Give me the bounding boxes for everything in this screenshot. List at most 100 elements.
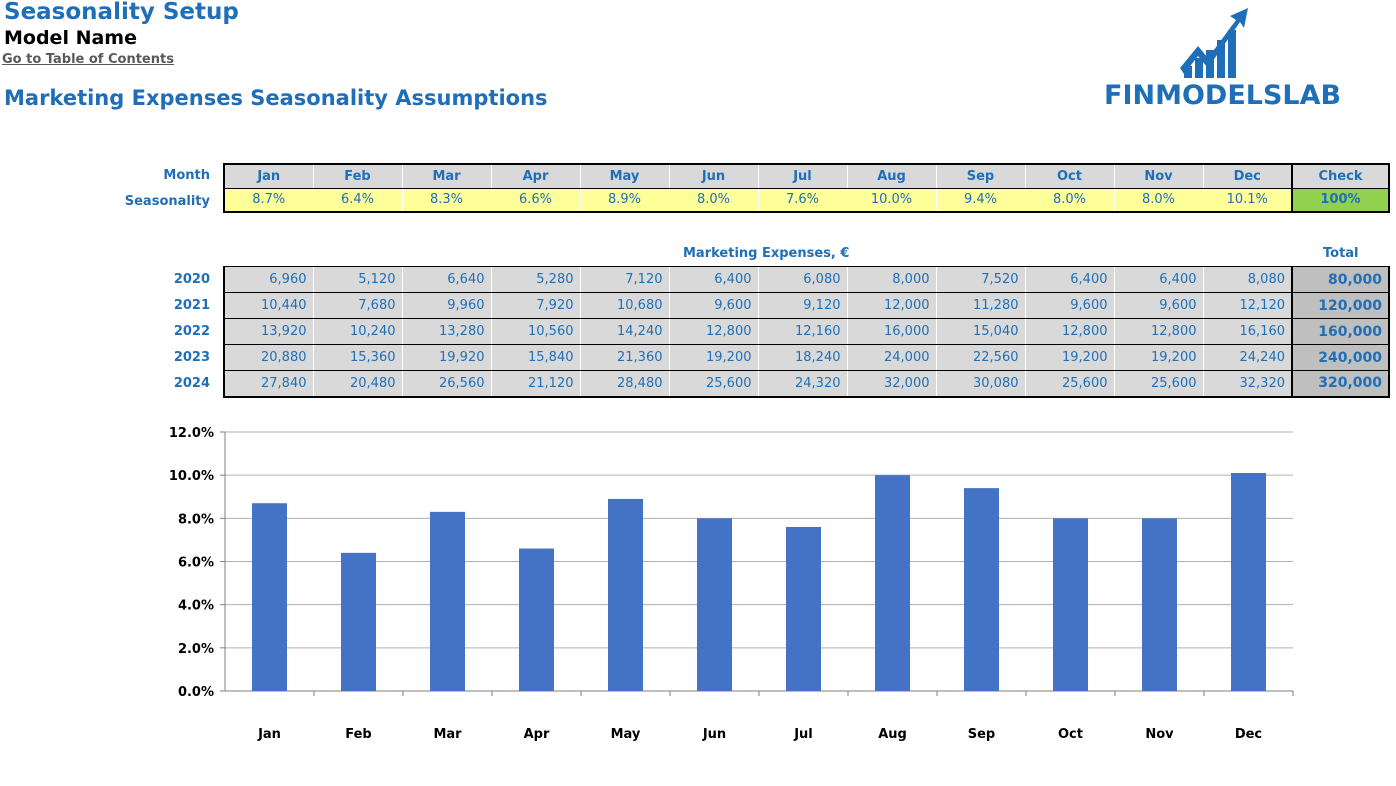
- expense-cell[interactable]: 16,000: [846, 318, 936, 345]
- expense-cell[interactable]: 27,840: [223, 370, 313, 398]
- x-tick-label: Apr: [524, 727, 550, 742]
- table-row: 27,840 20,480 26,560 21,120 28,480 25,600 24,3…: [223, 370, 1390, 398]
- expense-cell[interactable]: 13,920: [223, 318, 313, 345]
- bar-jun: [697, 518, 732, 691]
- expense-cell[interactable]: 12,000: [846, 292, 936, 319]
- seasonality-value-apr[interactable]: 6.6%: [490, 188, 580, 213]
- expense-cell[interactable]: 10,440: [223, 292, 313, 319]
- expense-cell[interactable]: 12,800: [668, 318, 758, 345]
- expense-cell[interactable]: 6,960: [223, 266, 313, 293]
- seasonality-value-aug[interactable]: 10.0%: [846, 188, 936, 213]
- expense-cell[interactable]: 21,120: [490, 370, 580, 398]
- expense-cell[interactable]: 5,280: [490, 266, 580, 293]
- expense-cell[interactable]: 8,080: [1202, 266, 1292, 293]
- expense-cell[interactable]: 12,800: [1113, 318, 1203, 345]
- expense-cell[interactable]: 32,320: [1202, 370, 1292, 398]
- expense-cell[interactable]: 6,080: [757, 266, 847, 293]
- seasonality-value-may[interactable]: 8.9%: [579, 188, 669, 213]
- expense-cell[interactable]: 14,240: [579, 318, 669, 345]
- marketing-expenses-table: 6,960 5,120 6,640 5,280 7,120 6,400 6,080 8,000…: [223, 266, 1390, 398]
- y-tick-label: 10.0%: [169, 469, 214, 484]
- expense-cell[interactable]: 13,280: [401, 318, 491, 345]
- expense-cell[interactable]: 9,600: [1113, 292, 1203, 319]
- expense-cell[interactable]: 21,360: [579, 344, 669, 371]
- row-total: 160,000: [1291, 318, 1390, 345]
- year-label-2023: 2023: [173, 350, 210, 365]
- expense-cell[interactable]: 26,560: [401, 370, 491, 398]
- seasonality-value-feb[interactable]: 6.4%: [312, 188, 402, 213]
- x-tick-label: Sep: [968, 727, 996, 742]
- expense-cell[interactable]: 12,800: [1024, 318, 1114, 345]
- expense-cell[interactable]: 10,240: [312, 318, 402, 345]
- x-tick-label: Jul: [793, 727, 813, 742]
- expense-cell[interactable]: 19,200: [668, 344, 758, 371]
- seasonality-value-dec[interactable]: 10.1%: [1202, 188, 1292, 213]
- month-header-apr: Apr: [490, 163, 580, 189]
- seasonality-value-mar[interactable]: 8.3%: [401, 188, 491, 213]
- expense-cell[interactable]: 6,400: [668, 266, 758, 293]
- x-tick-label: Aug: [878, 727, 907, 742]
- year-label-2020: 2020: [173, 272, 210, 287]
- expense-cell[interactable]: 16,160: [1202, 318, 1292, 345]
- expense-cell[interactable]: 20,880: [223, 344, 313, 371]
- expense-cell[interactable]: 8,000: [846, 266, 936, 293]
- expense-cell[interactable]: 19,200: [1113, 344, 1203, 371]
- table-row: 6,960 5,120 6,640 5,280 7,120 6,400 6,080 8,000…: [223, 266, 1390, 293]
- section-title: Marketing Expenses Seasonality Assumptio…: [4, 86, 548, 110]
- expense-cell[interactable]: 22,560: [935, 344, 1025, 371]
- table-of-contents-link[interactable]: Go to Table of Contents: [2, 52, 174, 67]
- seasonality-value-jul[interactable]: 7.6%: [757, 188, 847, 213]
- expense-cell[interactable]: 19,200: [1024, 344, 1114, 371]
- expense-cell[interactable]: 9,600: [1024, 292, 1114, 319]
- expense-cell[interactable]: 6,400: [1024, 266, 1114, 293]
- expense-cell[interactable]: 10,680: [579, 292, 669, 319]
- seasonality-value-sep[interactable]: 9.4%: [935, 188, 1025, 213]
- expense-cell[interactable]: 25,600: [1024, 370, 1114, 398]
- check-header: Check: [1291, 163, 1390, 189]
- expense-cell[interactable]: 15,840: [490, 344, 580, 371]
- x-tick-label: Dec: [1235, 727, 1262, 742]
- page-title: Seasonality Setup: [4, 0, 239, 25]
- expense-cell[interactable]: 12,160: [757, 318, 847, 345]
- expense-cell[interactable]: 15,040: [935, 318, 1025, 345]
- seasonality-value-jun[interactable]: 8.0%: [668, 188, 758, 213]
- expense-cell[interactable]: 7,920: [490, 292, 580, 319]
- expense-cell[interactable]: 6,400: [1113, 266, 1203, 293]
- expense-cell[interactable]: 28,480: [579, 370, 669, 398]
- expense-cell[interactable]: 5,120: [312, 266, 402, 293]
- expense-cell[interactable]: 6,640: [401, 266, 491, 293]
- expense-cell[interactable]: 24,320: [757, 370, 847, 398]
- expense-cell[interactable]: 24,240: [1202, 344, 1292, 371]
- expense-cell[interactable]: 9,120: [757, 292, 847, 319]
- expense-cell[interactable]: 12,120: [1202, 292, 1292, 319]
- expense-cell[interactable]: 24,000: [846, 344, 936, 371]
- seasonality-label: Seasonality: [124, 194, 210, 209]
- expense-cell[interactable]: 25,600: [668, 370, 758, 398]
- expense-cell[interactable]: 25,600: [1113, 370, 1203, 398]
- bar-oct: [1053, 518, 1088, 691]
- expense-cell[interactable]: 7,680: [312, 292, 402, 319]
- expense-cell[interactable]: 9,960: [401, 292, 491, 319]
- seasonality-value-oct[interactable]: 8.0%: [1024, 188, 1114, 213]
- expense-cell[interactable]: 9,600: [668, 292, 758, 319]
- expense-cell[interactable]: 19,920: [401, 344, 491, 371]
- seasonality-value-nov[interactable]: 8.0%: [1113, 188, 1203, 213]
- bar-aug: [875, 475, 910, 691]
- month-header-mar: Mar: [401, 163, 491, 189]
- year-label-2024: 2024: [173, 376, 210, 391]
- expense-cell[interactable]: 32,000: [846, 370, 936, 398]
- expense-cell[interactable]: 11,280: [935, 292, 1025, 319]
- month-header-nov: Nov: [1113, 163, 1203, 189]
- seasonality-value-jan[interactable]: 8.7%: [223, 188, 313, 213]
- expense-cell[interactable]: 10,560: [490, 318, 580, 345]
- expense-cell[interactable]: 18,240: [757, 344, 847, 371]
- logo-text: FINMODELSLAB: [1104, 80, 1341, 110]
- expense-cell[interactable]: 15,360: [312, 344, 402, 371]
- month-header-may: May: [579, 163, 669, 189]
- expense-cell[interactable]: 30,080: [935, 370, 1025, 398]
- x-tick-label: Nov: [1145, 727, 1174, 742]
- expense-cell[interactable]: 7,520: [935, 266, 1025, 293]
- expense-cell[interactable]: 7,120: [579, 266, 669, 293]
- expense-cell[interactable]: 20,480: [312, 370, 402, 398]
- row-total: 240,000: [1291, 344, 1390, 371]
